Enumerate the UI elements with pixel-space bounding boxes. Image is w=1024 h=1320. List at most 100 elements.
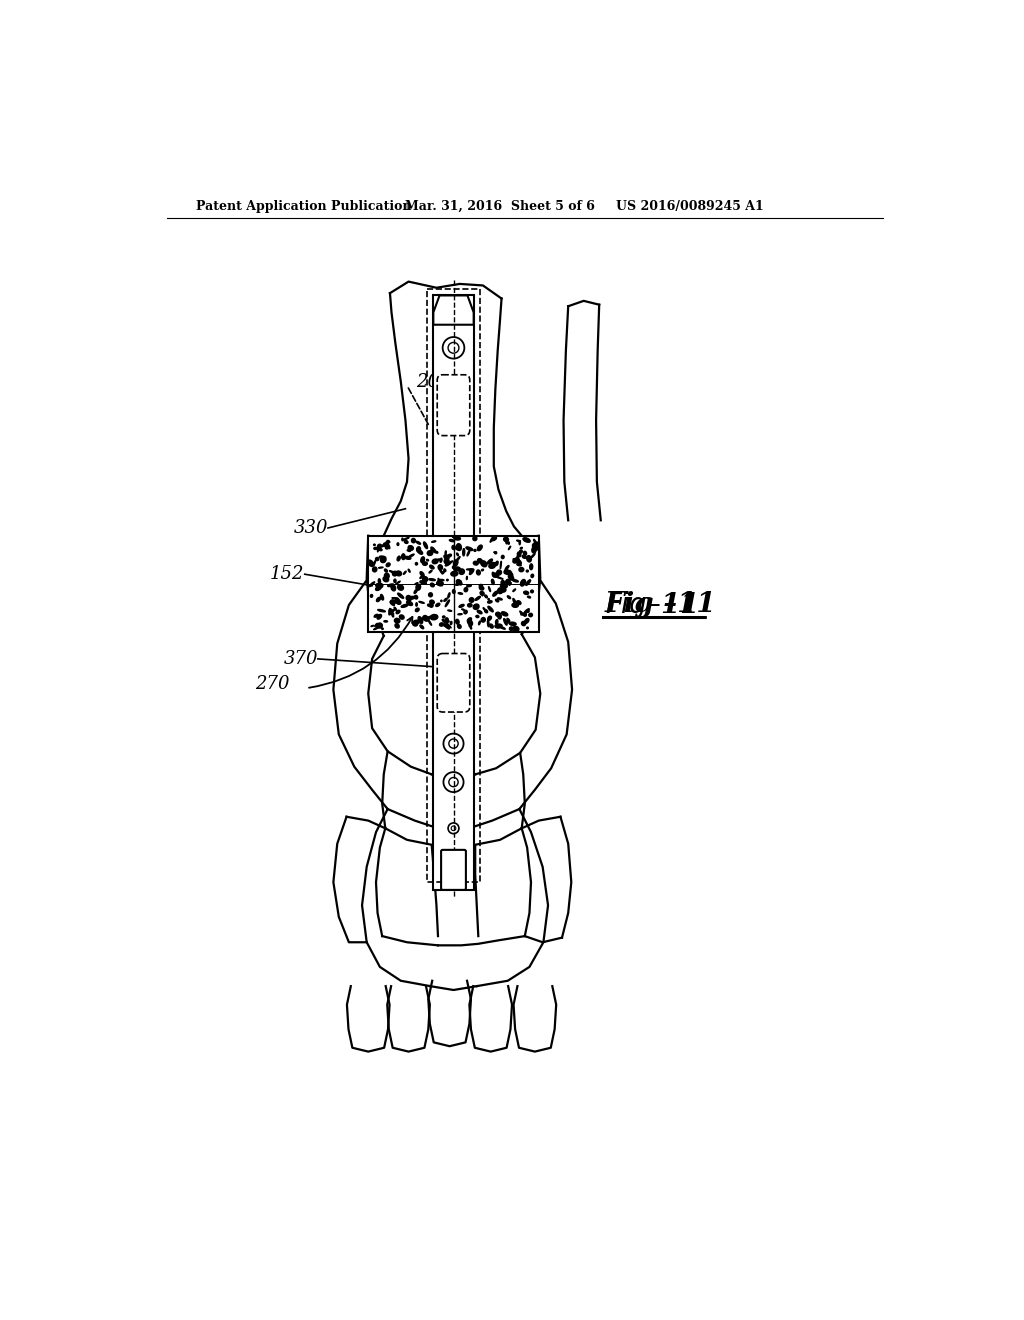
Ellipse shape [429,570,432,573]
Ellipse shape [487,606,494,612]
Ellipse shape [397,593,403,598]
Ellipse shape [464,587,468,591]
Ellipse shape [427,550,433,556]
Ellipse shape [455,537,461,540]
Ellipse shape [463,549,465,556]
Ellipse shape [373,568,377,572]
Ellipse shape [415,595,418,599]
Ellipse shape [447,593,450,598]
Ellipse shape [376,623,379,627]
Ellipse shape [484,595,487,598]
Ellipse shape [473,561,478,565]
Text: Mar. 31, 2016  Sheet 5 of 6: Mar. 31, 2016 Sheet 5 of 6 [406,199,595,213]
Ellipse shape [524,619,529,623]
Ellipse shape [445,623,451,628]
Ellipse shape [513,589,516,591]
Ellipse shape [493,573,499,577]
Ellipse shape [438,583,442,586]
Ellipse shape [454,560,458,566]
Ellipse shape [394,618,400,623]
Ellipse shape [394,607,396,610]
Ellipse shape [466,546,473,550]
Ellipse shape [428,605,431,606]
Text: 330: 330 [294,519,328,537]
Ellipse shape [423,562,427,565]
Ellipse shape [414,590,417,594]
Ellipse shape [378,578,381,583]
Ellipse shape [444,569,445,572]
Ellipse shape [390,599,395,605]
Ellipse shape [435,552,438,553]
Ellipse shape [395,581,400,585]
Ellipse shape [378,583,383,587]
Ellipse shape [429,593,432,597]
Ellipse shape [507,618,510,622]
Ellipse shape [456,619,459,624]
Ellipse shape [374,544,375,545]
Ellipse shape [520,548,522,549]
Ellipse shape [455,557,460,562]
Ellipse shape [469,624,471,627]
Ellipse shape [498,614,502,619]
Ellipse shape [401,539,403,541]
Ellipse shape [444,554,449,560]
Ellipse shape [521,612,522,615]
Ellipse shape [403,537,409,540]
Ellipse shape [519,568,524,572]
Ellipse shape [519,541,520,545]
Ellipse shape [374,560,376,565]
Ellipse shape [517,601,521,605]
Ellipse shape [526,570,528,572]
Ellipse shape [397,543,398,545]
Ellipse shape [498,587,503,594]
Ellipse shape [420,550,421,552]
Ellipse shape [370,561,374,565]
Ellipse shape [470,624,472,630]
Ellipse shape [371,594,373,598]
Ellipse shape [531,546,537,553]
Ellipse shape [438,579,444,581]
Ellipse shape [399,615,404,619]
Ellipse shape [475,597,480,601]
Ellipse shape [467,585,471,587]
Text: 152: 152 [270,565,305,583]
Ellipse shape [404,557,411,560]
Ellipse shape [502,556,504,558]
Ellipse shape [407,595,412,601]
Ellipse shape [498,598,502,601]
Ellipse shape [428,619,431,626]
Ellipse shape [420,576,424,578]
Ellipse shape [376,583,380,587]
Ellipse shape [374,548,378,549]
Ellipse shape [416,609,419,611]
Ellipse shape [408,545,414,550]
Ellipse shape [445,601,450,607]
Ellipse shape [445,550,446,554]
Ellipse shape [493,591,498,597]
Ellipse shape [523,609,529,614]
Ellipse shape [501,561,502,569]
Ellipse shape [413,620,420,624]
Ellipse shape [451,572,458,576]
Ellipse shape [481,569,483,570]
Ellipse shape [519,550,522,553]
Ellipse shape [454,568,460,572]
Ellipse shape [528,614,532,616]
Ellipse shape [526,627,528,628]
Ellipse shape [459,582,462,585]
Ellipse shape [487,601,493,603]
Ellipse shape [447,554,452,557]
Ellipse shape [492,579,495,585]
Ellipse shape [444,598,447,602]
Ellipse shape [476,615,479,618]
Ellipse shape [509,573,513,578]
Ellipse shape [481,618,485,622]
Ellipse shape [504,619,507,626]
Ellipse shape [526,556,531,562]
Ellipse shape [431,546,436,553]
Ellipse shape [496,577,503,579]
Text: Fig –11: Fig –11 [604,591,716,619]
Ellipse shape [378,544,381,548]
Ellipse shape [468,603,472,607]
Bar [427,289,480,536]
